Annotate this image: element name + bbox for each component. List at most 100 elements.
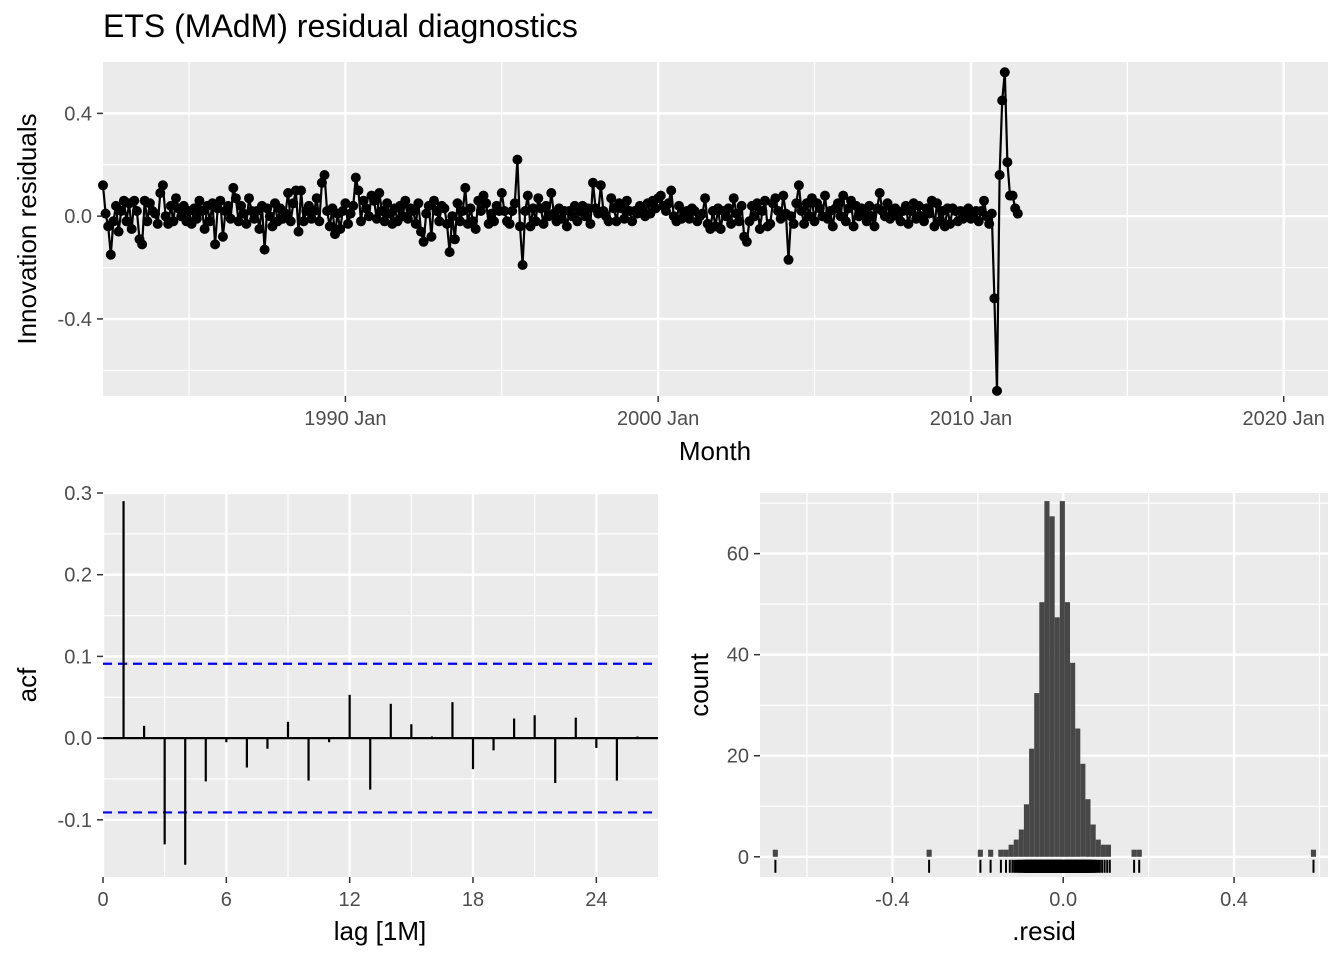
residual-point xyxy=(992,385,1002,396)
residual-point xyxy=(481,198,492,209)
residual-point xyxy=(773,206,784,216)
histogram-bar xyxy=(1039,602,1045,857)
residual-point xyxy=(288,198,299,209)
residual-point xyxy=(442,218,452,229)
acf-x-axis-title: lag [1M] xyxy=(334,916,427,946)
residual-point xyxy=(603,216,614,227)
residual-point xyxy=(715,224,726,234)
residual-point xyxy=(447,211,458,222)
residual-point xyxy=(989,293,1000,304)
residual-point xyxy=(418,236,429,247)
residual-point xyxy=(913,200,924,211)
residual-point xyxy=(799,218,810,229)
histogram-bar xyxy=(1100,844,1106,857)
residual-point xyxy=(588,177,598,188)
histogram-bar xyxy=(1085,799,1091,857)
histogram-bar xyxy=(988,849,994,857)
residual-point xyxy=(369,195,380,206)
residual-point xyxy=(371,213,382,224)
residual-point xyxy=(874,188,885,198)
residual-point xyxy=(455,216,466,227)
residual-point xyxy=(144,198,155,209)
residual-point xyxy=(770,193,781,204)
residual-point xyxy=(1007,190,1018,201)
acf-y-tick-label: 0.0 xyxy=(64,728,92,750)
residuals-y-tick-label: 0.4 xyxy=(64,103,92,125)
residuals-series xyxy=(98,67,1023,396)
residual-point xyxy=(345,208,356,219)
residual-point xyxy=(264,211,275,222)
acf-y-axis: -0.1 0.0 0.1 0.2 0.3 xyxy=(58,483,103,832)
residual-point xyxy=(113,226,124,237)
histogram-y-tick-label: 60 xyxy=(727,544,749,566)
histogram-bar xyxy=(1310,849,1316,857)
residual-point xyxy=(736,200,747,211)
residual-point xyxy=(726,218,737,229)
residual-point xyxy=(285,216,296,227)
residual-point xyxy=(262,203,273,214)
residual-point xyxy=(515,221,525,232)
residuals-x-axis: 1990 Jan 2000 Jan 2010 Jan 2020 Jan xyxy=(304,396,1325,430)
residual-point xyxy=(160,211,171,222)
residual-point xyxy=(582,203,593,214)
residual-point xyxy=(410,218,421,229)
acf-panel: 0 6 12 18 24 -0.1 0.0 0.1 0.2 0.3 lag [1M] acf xyxy=(12,483,658,946)
residual-point xyxy=(869,221,880,232)
residual-point xyxy=(429,195,439,206)
residual-point xyxy=(356,216,366,227)
residual-point xyxy=(434,216,445,227)
residual-point xyxy=(973,216,984,227)
histogram-x-tick-label: -0.4 xyxy=(875,889,909,911)
residual-point xyxy=(783,254,794,265)
residual-point xyxy=(895,216,906,227)
residual-point xyxy=(838,190,849,201)
residual-point xyxy=(108,216,119,227)
residual-point xyxy=(666,185,677,196)
residual-point xyxy=(1002,157,1013,168)
residual-point xyxy=(131,206,142,216)
residual-point xyxy=(520,206,531,216)
residual-point xyxy=(316,177,327,188)
histogram-bar xyxy=(1018,829,1024,857)
acf-x-tick-label: 12 xyxy=(339,889,361,911)
residual-point xyxy=(116,206,127,216)
histogram-bar xyxy=(1064,602,1070,857)
residual-point xyxy=(561,221,572,232)
residual-point xyxy=(749,211,760,222)
histogram-bar xyxy=(1095,839,1101,857)
acf-y-tick-label: 0.1 xyxy=(64,646,92,668)
histogram-bar xyxy=(1080,763,1086,857)
residual-point xyxy=(827,221,838,232)
residual-point xyxy=(241,218,252,229)
residuals-x-tick-label: 2020 Jan xyxy=(1243,408,1325,430)
residual-point xyxy=(489,216,499,227)
residual-point xyxy=(189,203,200,214)
residual-point xyxy=(734,216,744,227)
residual-point xyxy=(528,203,539,214)
residuals-x-axis-title: Month xyxy=(679,436,751,466)
histogram-bar xyxy=(772,849,778,857)
histogram-rug xyxy=(774,859,1315,873)
residual-point xyxy=(233,216,244,227)
acf-x-axis: 0 6 12 18 24 xyxy=(97,877,607,911)
residual-point xyxy=(468,216,479,227)
residual-point xyxy=(556,213,567,224)
residual-point xyxy=(663,198,674,209)
residual-point xyxy=(754,224,765,234)
residual-point xyxy=(223,200,234,211)
residual-point xyxy=(864,200,875,211)
residual-point xyxy=(757,206,768,216)
residuals-y-tick-label: -0.4 xyxy=(58,309,92,331)
residual-point xyxy=(906,206,916,216)
residuals-x-tick-label: 2010 Jan xyxy=(930,408,1012,430)
histogram-bar xyxy=(1049,516,1055,857)
residual-point xyxy=(194,195,205,206)
residual-point xyxy=(426,231,437,242)
histogram-bar xyxy=(1003,849,1009,857)
residual-point xyxy=(859,208,870,219)
residual-point xyxy=(465,203,476,214)
residual-point xyxy=(259,244,270,255)
histogram-bar xyxy=(1023,804,1029,857)
residual-point xyxy=(280,208,291,219)
